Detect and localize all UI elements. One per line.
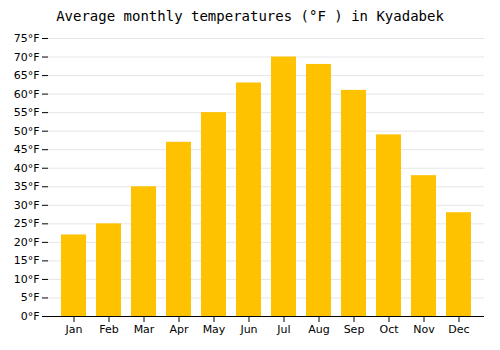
svg-text:Feb: Feb	[99, 323, 118, 336]
svg-text:5°F: 5°F	[21, 291, 40, 304]
svg-text:10°F: 10°F	[14, 273, 40, 286]
svg-text:70°F: 70°F	[14, 51, 40, 64]
svg-text:Oct: Oct	[379, 323, 399, 336]
svg-text:15°F: 15°F	[14, 254, 40, 267]
svg-text:65°F: 65°F	[14, 69, 40, 82]
svg-text:25°F: 25°F	[14, 217, 40, 230]
svg-text:75°F: 75°F	[14, 32, 40, 45]
svg-text:Sep: Sep	[344, 323, 365, 336]
svg-text:45°F: 45°F	[14, 143, 40, 156]
svg-text:55°F: 55°F	[14, 106, 40, 119]
svg-text:Jun: Jun	[239, 323, 257, 336]
svg-text:Jan: Jan	[65, 323, 83, 336]
svg-text:May: May	[203, 323, 226, 336]
svg-text:Nov: Nov	[413, 323, 435, 336]
svg-text:Aug: Aug	[308, 323, 329, 336]
svg-text:30°F: 30°F	[14, 199, 40, 212]
svg-text:Apr: Apr	[169, 323, 189, 336]
svg-text:Jul: Jul	[276, 323, 290, 336]
svg-text:60°F: 60°F	[14, 88, 40, 101]
svg-text:Dec: Dec	[448, 323, 469, 336]
svg-text:50°F: 50°F	[14, 125, 40, 138]
svg-text:40°F: 40°F	[14, 162, 40, 175]
svg-text:0°F: 0°F	[21, 310, 40, 323]
svg-text:35°F: 35°F	[14, 180, 40, 193]
html-text:Average monthly temperatures (: Average monthly temperatures (°F ) in Ky…	[56, 8, 444, 24]
svg-text:Mar: Mar	[134, 323, 155, 336]
svg-text:20°F: 20°F	[14, 236, 40, 249]
